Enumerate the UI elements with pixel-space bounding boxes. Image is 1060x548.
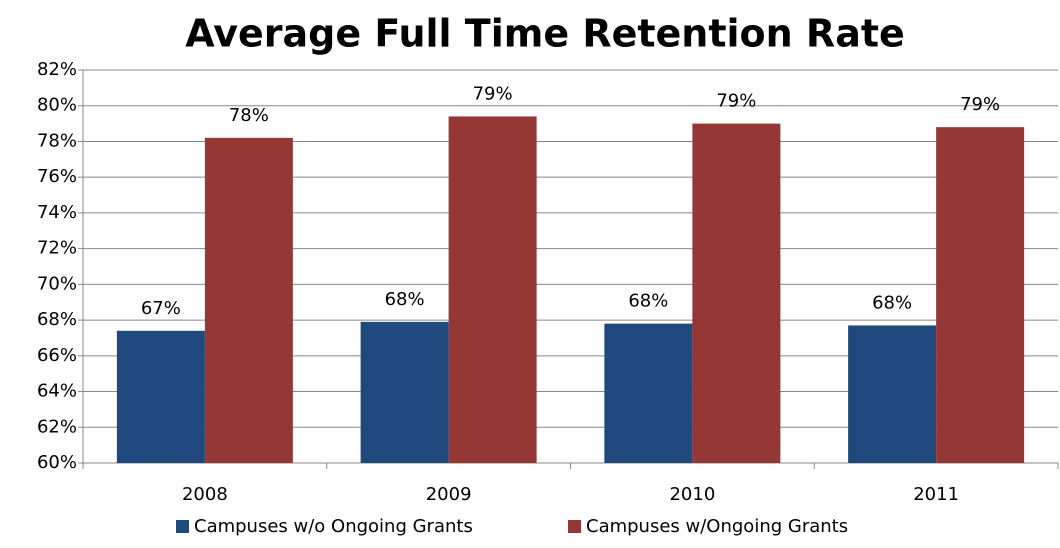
y-tick-label: 66%	[37, 345, 77, 366]
bar	[604, 323, 693, 463]
value-label: 78%	[229, 105, 269, 126]
value-label: 68%	[872, 292, 912, 313]
y-tick-label: 76%	[37, 166, 77, 187]
y-tick-label: 60%	[37, 452, 77, 473]
y-tick-label: 64%	[37, 381, 77, 402]
value-label: 79%	[473, 83, 513, 104]
legend-label: Campuses w/o Ongoing Grants	[194, 516, 473, 537]
value-label: 68%	[385, 289, 425, 310]
y-tick-label: 82%	[37, 59, 77, 80]
chart-title: Average Full Time Retention Rate	[185, 12, 905, 56]
y-tick-label: 74%	[37, 202, 77, 223]
bar	[360, 321, 449, 463]
y-tick-label: 68%	[37, 309, 77, 330]
legend-label: Campuses w/Ongoing Grants	[586, 516, 848, 537]
bar	[448, 116, 537, 463]
y-tick-label: 70%	[37, 273, 77, 294]
value-label: 79%	[960, 94, 1000, 115]
bar	[204, 137, 293, 463]
legend-swatch	[568, 520, 581, 533]
y-tick-label: 78%	[37, 130, 77, 151]
y-tick-label: 80%	[37, 95, 77, 116]
value-label: 79%	[716, 91, 756, 112]
bar	[116, 330, 205, 463]
legend-swatch	[176, 520, 189, 533]
x-tick-label: 2011	[913, 484, 959, 505]
x-tick-label: 2010	[669, 484, 715, 505]
x-tick-label: 2009	[426, 484, 472, 505]
y-tick-label: 62%	[37, 416, 77, 437]
bar	[848, 325, 937, 463]
y-tick-label: 72%	[37, 238, 77, 259]
value-label: 67%	[141, 298, 181, 319]
bar	[692, 123, 781, 463]
x-tick-label: 2008	[182, 484, 228, 505]
bar	[936, 127, 1025, 463]
value-label: 68%	[628, 291, 668, 312]
